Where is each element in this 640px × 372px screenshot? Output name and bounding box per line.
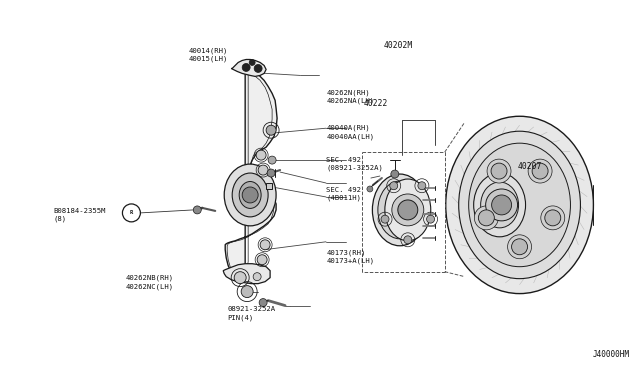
Circle shape <box>511 239 527 255</box>
Circle shape <box>253 273 261 280</box>
Text: 40262N(RH)
40262NA(LH): 40262N(RH) 40262NA(LH) <box>326 90 374 105</box>
Text: 40207: 40207 <box>518 162 542 171</box>
Circle shape <box>266 125 276 135</box>
Circle shape <box>391 170 399 178</box>
Polygon shape <box>266 183 272 189</box>
Circle shape <box>478 210 494 226</box>
Polygon shape <box>225 68 277 278</box>
Ellipse shape <box>481 182 518 228</box>
Circle shape <box>427 215 435 223</box>
Ellipse shape <box>474 173 525 237</box>
Text: 40202M: 40202M <box>384 41 413 51</box>
Circle shape <box>267 169 275 177</box>
Circle shape <box>249 60 255 65</box>
Text: R: R <box>130 211 133 215</box>
Ellipse shape <box>385 179 431 241</box>
Circle shape <box>392 194 424 226</box>
Circle shape <box>241 286 253 298</box>
Ellipse shape <box>459 131 580 279</box>
Ellipse shape <box>378 181 422 239</box>
Circle shape <box>487 159 511 183</box>
Circle shape <box>390 182 397 190</box>
Circle shape <box>257 255 267 265</box>
Text: 40014(RH)
40015(LH): 40014(RH) 40015(LH) <box>189 47 228 62</box>
Circle shape <box>242 187 258 203</box>
Ellipse shape <box>224 164 276 226</box>
Ellipse shape <box>239 182 261 208</box>
Ellipse shape <box>372 174 428 246</box>
Ellipse shape <box>445 116 593 294</box>
Circle shape <box>404 236 412 244</box>
Text: J40000HM: J40000HM <box>593 350 630 359</box>
Polygon shape <box>223 264 270 283</box>
Circle shape <box>256 150 266 160</box>
Circle shape <box>381 215 389 223</box>
Circle shape <box>242 64 250 71</box>
Circle shape <box>398 200 418 220</box>
Text: B08184-2355M
(8): B08184-2355M (8) <box>54 208 106 222</box>
Circle shape <box>234 272 246 283</box>
Circle shape <box>491 163 507 179</box>
Circle shape <box>545 210 561 226</box>
Circle shape <box>254 64 262 73</box>
Polygon shape <box>231 60 266 76</box>
Circle shape <box>508 235 532 259</box>
Circle shape <box>532 163 548 179</box>
Text: 40262NB(RH)
40262NC(LH): 40262NB(RH) 40262NC(LH) <box>125 275 173 290</box>
Circle shape <box>258 165 268 175</box>
Text: SEC. 492
(08921-3252A): SEC. 492 (08921-3252A) <box>326 157 383 171</box>
Circle shape <box>486 189 518 221</box>
Text: 08921-3252A
PIN(4): 08921-3252A PIN(4) <box>227 307 276 321</box>
Text: 40173(RH)
40173+A(LH): 40173(RH) 40173+A(LH) <box>326 249 374 264</box>
Circle shape <box>268 156 276 164</box>
Circle shape <box>193 206 201 214</box>
Circle shape <box>367 186 373 192</box>
Ellipse shape <box>232 173 268 217</box>
Ellipse shape <box>468 143 570 267</box>
Circle shape <box>528 159 552 183</box>
Circle shape <box>259 299 267 307</box>
Circle shape <box>541 206 564 230</box>
Circle shape <box>260 240 270 250</box>
Text: 40040A(RH)
40040AA(LH): 40040A(RH) 40040AA(LH) <box>326 125 374 140</box>
Text: SEC. 492
(4B011H): SEC. 492 (4B011H) <box>326 187 362 201</box>
Circle shape <box>418 182 426 190</box>
Text: 40222: 40222 <box>364 99 388 108</box>
Circle shape <box>474 206 499 230</box>
Circle shape <box>492 195 511 215</box>
